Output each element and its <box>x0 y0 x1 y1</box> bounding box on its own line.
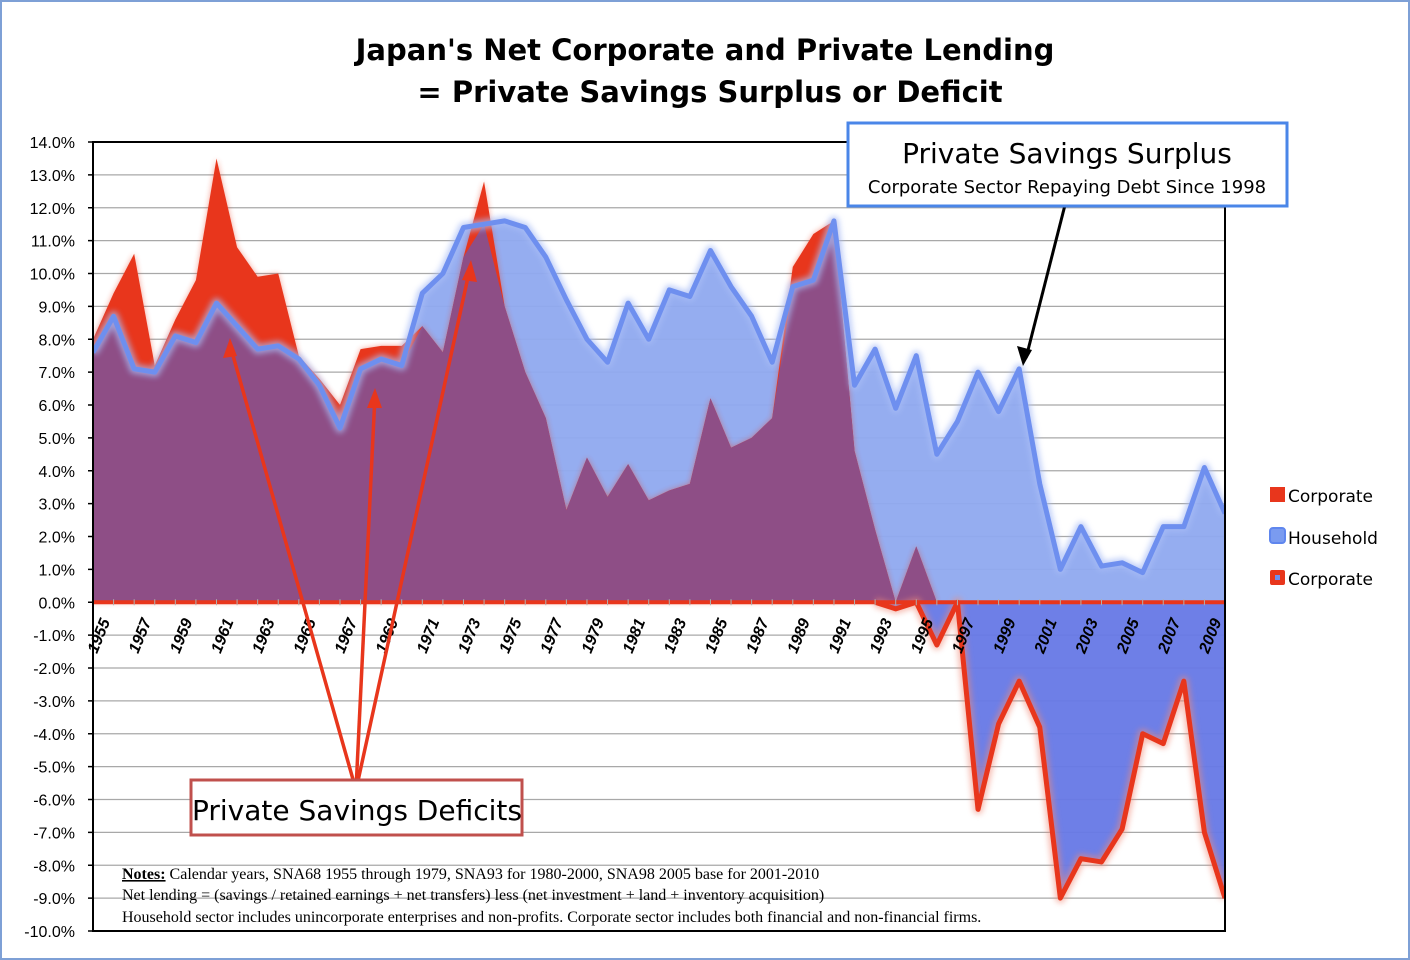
x-tick-label: 1989 <box>785 616 814 655</box>
legend-swatch-household <box>1269 527 1286 544</box>
deficit-arrow-1 <box>228 344 358 791</box>
y-tick-label: -5.0% <box>33 760 75 777</box>
y-tick-label: 4.0% <box>39 464 75 481</box>
y-tick-label: 9.0% <box>39 299 75 316</box>
legend-label-corporate-line: Corporate <box>1288 570 1373 590</box>
deficit-arrow-2 <box>354 394 377 791</box>
y-tick-label: 5.0% <box>39 431 75 448</box>
x-tick-label: 1963 <box>250 616 279 655</box>
deficits-callout-title: Private Savings Deficits <box>192 794 522 827</box>
notes-text-1: Calendar years, SNA68 1955 through 1979,… <box>166 866 820 883</box>
x-tick-label: 1979 <box>579 616 608 655</box>
y-tick-label: -2.0% <box>33 661 75 678</box>
x-tick-label: 1993 <box>867 616 896 655</box>
surplus-callout-subtitle: Corporate Sector Repaying Debt Since 199… <box>868 177 1266 198</box>
y-tick-label: -10.0% <box>24 924 75 941</box>
y-tick-label: -7.0% <box>33 825 75 842</box>
y-tick-label: -1.0% <box>33 628 75 645</box>
y-tick-label: 10.0% <box>30 267 75 284</box>
notes-line-1: Notes: Calendar years, SNA68 1955 throug… <box>122 866 819 883</box>
chart-title: Japan's Net Corporate and Private Lendin… <box>354 33 1055 67</box>
y-tick-label: 3.0% <box>39 497 75 514</box>
surplus-callout-box <box>846 121 1289 208</box>
corporate-line <box>874 599 1225 901</box>
y-tick-label: -6.0% <box>33 793 75 810</box>
chart-subtitle: = Private Savings Surplus or Deficit <box>417 75 1002 109</box>
deficit-arrowhead-1 <box>223 338 237 358</box>
overlap-area <box>93 220 1225 603</box>
y-tick-label: 0.0% <box>39 595 75 612</box>
y-tick-label: -9.0% <box>33 891 75 908</box>
plot-border <box>92 141 1226 932</box>
x-tick-label: 1971 <box>414 616 443 655</box>
notes-line-3: Household sector includes unincorporate … <box>122 909 981 926</box>
y-tick-label: 2.0% <box>39 530 75 547</box>
legend-label-corporate-area: Corporate <box>1288 487 1373 507</box>
y-tick-label: -3.0% <box>33 694 75 711</box>
x-tick-label: 1981 <box>620 616 649 655</box>
surplus-arrowhead <box>1017 346 1032 366</box>
household-line <box>93 218 1225 576</box>
x-tick-label: 1961 <box>208 616 237 655</box>
surplus-callout-title: Private Savings Surplus <box>902 137 1232 170</box>
surplus-arrow <box>1024 204 1067 359</box>
y-tick-label: 7.0% <box>39 365 75 382</box>
y-tick-label: 13.0% <box>30 168 75 185</box>
legend: Corporate Household Corporate <box>1269 487 1378 590</box>
series-areas <box>93 158 1225 904</box>
legend-swatch-corporate-line-inner <box>1275 575 1280 580</box>
legend-item-corporate-line: Corporate <box>1270 570 1373 590</box>
legend-item-corporate-area: Corporate <box>1270 487 1373 507</box>
x-tick-label: 1991 <box>826 616 855 655</box>
x-tick-label: 1959 <box>167 616 196 655</box>
legend-label-household: Household <box>1288 529 1378 549</box>
y-tick-label: -8.0% <box>33 858 75 875</box>
notes-line-2: Net lending = (savings / retained earnin… <box>122 887 824 904</box>
notes-label: Notes: <box>122 866 166 883</box>
deficit-arrowhead-2 <box>367 388 382 408</box>
y-tick-label: 8.0% <box>39 332 75 349</box>
y-axis-ticks: 14.0% 13.0% 12.0% 11.0% 10.0% 9.0% 8.0% 7.0% 6.0… <box>24 135 93 941</box>
deficit-arrows <box>223 260 477 791</box>
legend-swatch-corporate-area <box>1270 487 1285 502</box>
deficits-callout-box <box>189 778 524 837</box>
deficit-arrowhead-3 <box>462 260 477 282</box>
zero-axis <box>92 599 1226 606</box>
deficit-arrow-3 <box>354 267 472 791</box>
x-tick-label: 1973 <box>455 616 484 655</box>
corporate-negative-area <box>93 602 1225 899</box>
y-tick-label: 14.0% <box>30 135 75 152</box>
y-tick-label: 12.0% <box>30 201 75 218</box>
y-tick-label: -4.0% <box>33 727 75 744</box>
legend-item-household: Household <box>1269 527 1378 549</box>
y-tick-label: 1.0% <box>39 562 75 579</box>
y-tick-label: 6.0% <box>39 398 75 415</box>
y-tick-label: 11.0% <box>31 234 75 251</box>
x-tick-label: 1983 <box>661 616 690 655</box>
